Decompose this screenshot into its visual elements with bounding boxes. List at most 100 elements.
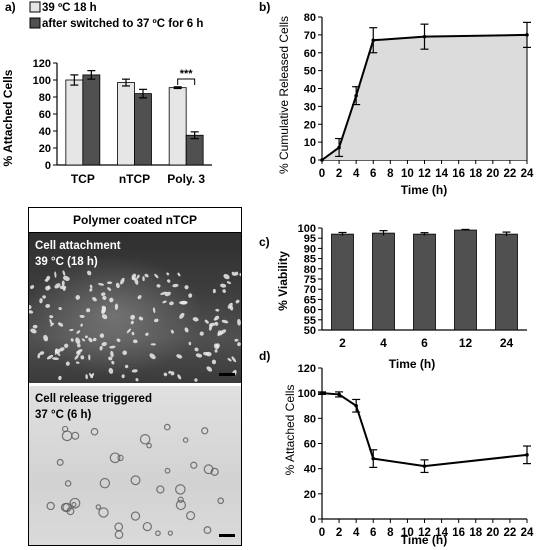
x-tick-label: 20	[486, 168, 499, 180]
legend-swatch-dark	[29, 17, 41, 29]
cell-dot	[226, 281, 232, 285]
area-fill	[322, 34, 527, 160]
cell-dot	[237, 342, 241, 347]
data-point	[337, 145, 341, 150]
cell-dot	[160, 291, 168, 295]
cell-dot	[212, 288, 216, 294]
y-tick-label: 60	[39, 109, 51, 121]
x-tick-label: 16	[452, 168, 465, 180]
cell-dot	[54, 271, 57, 278]
micrograph-released-cells: Cell release triggered 37 °C (6 h)	[29, 386, 241, 545]
x-tick-label: 0	[319, 527, 325, 539]
cell-dot	[211, 359, 217, 365]
cell-dot	[199, 331, 204, 336]
cell-dot	[29, 310, 34, 314]
panel-b-xlabel: Time (h)	[401, 183, 447, 197]
cell-dot	[52, 357, 59, 361]
y-tick-label: 80	[304, 12, 316, 24]
cell-dot	[176, 354, 183, 359]
y-tick-label: 65	[304, 294, 316, 306]
cell-dot	[163, 372, 168, 377]
y-tick-label: 60	[304, 439, 316, 451]
cell-dot	[138, 316, 144, 321]
cell-dot	[111, 360, 115, 365]
cell-dot	[155, 530, 161, 537]
cell-dot	[109, 452, 121, 464]
y-tick-label: 0	[310, 514, 316, 526]
cell-dot	[98, 282, 105, 286]
x-tick-label: 22	[504, 168, 517, 180]
y-tick-label: 10	[304, 137, 316, 149]
y-tick-label: 20	[304, 119, 316, 131]
cell-dot	[237, 318, 241, 326]
cell-dot	[37, 353, 41, 359]
cell-dot	[188, 293, 193, 298]
y-tick-label: 40	[304, 464, 316, 476]
cell-dot	[210, 467, 219, 476]
cell-dot	[109, 297, 114, 303]
data-point	[354, 403, 358, 408]
cell-dot	[108, 356, 113, 361]
micrograph-panel-title: Polymer coated nTCP	[29, 208, 241, 233]
cell-dot	[46, 501, 55, 511]
data-point	[525, 453, 529, 457]
panel-c-xlabel: Time (h)	[389, 357, 435, 371]
cell-dot	[234, 338, 239, 342]
cell-dot	[71, 431, 80, 440]
x-tick-label: 4	[380, 336, 387, 350]
cell-dot	[220, 283, 227, 288]
cell-dot	[32, 324, 38, 329]
y-tick-label: 0	[310, 155, 316, 167]
bar	[117, 82, 135, 166]
cell-dot	[75, 337, 81, 345]
panel-c-label: c)	[259, 235, 270, 249]
cell-dot	[177, 374, 182, 380]
cell-dot	[70, 338, 74, 342]
cell-dot	[172, 283, 179, 288]
panel-b-label: b)	[259, 0, 270, 14]
x-tick-label: 4	[353, 168, 360, 180]
cell-dot	[213, 343, 219, 350]
y-tick-label: 70	[304, 30, 316, 42]
cell-dot	[156, 485, 165, 494]
cell-dot	[223, 273, 230, 280]
cell-dot	[166, 272, 170, 276]
micrograph-bottom-label-1: Cell release triggered	[35, 393, 152, 405]
cell-dot	[77, 343, 81, 348]
cell-dot	[57, 322, 64, 327]
cell-dot	[75, 294, 81, 300]
y-tick-label: 70	[304, 284, 316, 296]
cell-dot	[49, 318, 53, 325]
cell-dot	[99, 477, 111, 489]
cell-dot	[101, 341, 107, 347]
panel-a-label: a)	[5, 0, 16, 14]
x-tick-label: nTCP	[119, 172, 150, 186]
y-tick-label: 100	[33, 75, 51, 87]
x-tick-label: 20	[486, 527, 499, 539]
cell-dot	[79, 314, 85, 318]
cell-dot	[114, 530, 124, 539]
cell-dot	[56, 352, 61, 356]
y-tick-label: 80	[304, 264, 316, 276]
bar	[413, 233, 436, 331]
significance-bracket	[177, 78, 196, 85]
cell-dot	[88, 337, 93, 343]
y-tick-label: 95	[304, 233, 316, 245]
cell-dot	[30, 285, 35, 290]
legend-swatch-light	[29, 1, 41, 13]
cell-dot	[177, 496, 184, 503]
cell-dot	[227, 357, 232, 362]
data-point	[525, 33, 529, 37]
panel-b-ylabel: % Cumulative Released Cells	[277, 16, 291, 174]
cell-dot	[217, 330, 223, 336]
cell-dot	[215, 308, 220, 312]
data-point	[354, 93, 358, 98]
cell-dot	[130, 511, 141, 521]
micrograph-top-label-2: 39 °C (18 h)	[35, 256, 98, 268]
cell-dot	[150, 343, 156, 346]
x-tick-label: 4	[353, 527, 360, 539]
cell-dot	[114, 522, 124, 532]
y-tick-label: 20	[304, 489, 316, 501]
y-tick-label: 50	[304, 66, 316, 78]
